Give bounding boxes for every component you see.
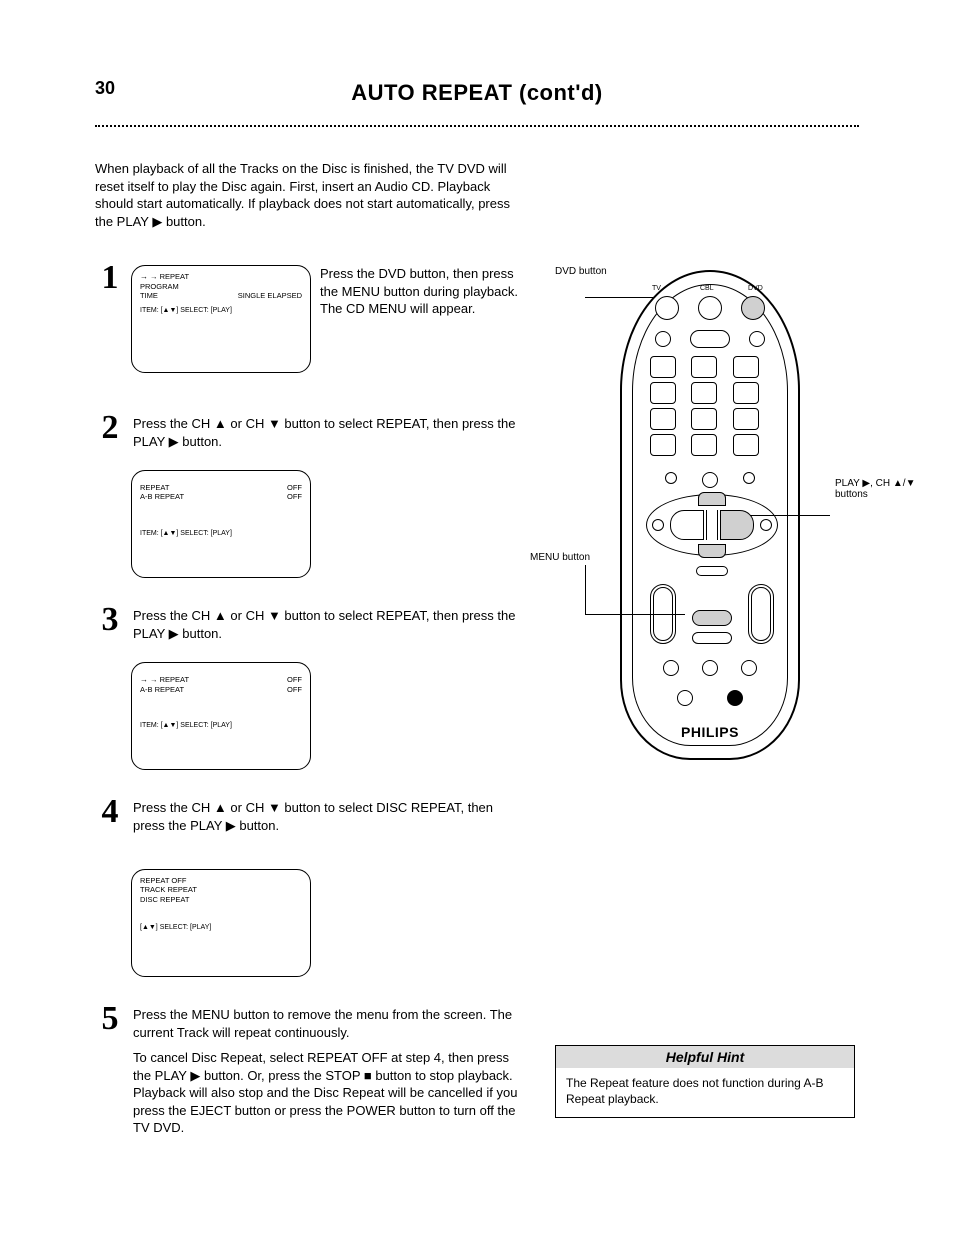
rew-icon[interactable] [665,472,677,484]
pointer-label-menu: MENU button [530,552,610,563]
screen-3: → REPEATOFF A-B REPEATOFF ITEM: [▲▼] SEL… [131,662,311,770]
hint-title: Helpful Hint [556,1046,854,1068]
left-nav-button[interactable] [670,510,704,540]
bottom-row-1 [622,660,798,676]
num-1[interactable] [650,356,676,378]
num-5[interactable] [691,382,717,404]
step-text: Press the MENU button to remove the menu… [133,1006,525,1137]
ff-icon[interactable] [743,472,755,484]
page-title: AUTO REPEAT (cont'd) [351,80,603,105]
step-text: Press the CH ▲ or CH ▼ button to select … [133,607,525,642]
nav-center [706,510,718,540]
pointer-line-elbow [585,565,685,615]
step-number: 1 [95,259,125,297]
pointer-line [750,515,830,516]
remote-btn[interactable] [741,660,757,676]
num-6[interactable] [733,382,759,404]
step-3: 3 Press the CH ▲ or CH ▼ button to selec… [95,607,525,777]
page-header: AUTO REPEAT (cont'd) [95,80,859,106]
remote-power-row [622,330,798,348]
num-4[interactable] [650,382,676,404]
screen-1: → REPEAT PROGRAM TIMESINGLE ELAPSED ITEM… [131,265,311,373]
remote-illustration: DVD button TV CBL DVD [590,270,830,770]
step-number: 5 [95,1000,125,1038]
step-2: 2 Press the CH ▲ or CH ▼ button to selec… [95,415,525,585]
hint-body: The Repeat feature does not function dur… [556,1068,854,1117]
brand-logo: PHILIPS [622,724,798,740]
skip-fwd-icon[interactable] [760,519,772,531]
remote-btn[interactable] [663,660,679,676]
screen-4: REPEAT OFF TRACK REPEAT DISC REPEAT [▲▼]… [131,869,311,977]
step-text: Press the CH ▲ or CH ▼ button to select … [133,799,525,834]
play-button[interactable] [720,510,754,540]
tv-button[interactable] [655,296,679,320]
cbl-button[interactable] [698,296,722,320]
remote-bar-2[interactable] [692,632,732,644]
step-number: 3 [95,601,125,639]
num-7[interactable] [650,408,676,430]
pointer-label-dvd: DVD button [555,266,635,277]
num-extra2[interactable] [733,434,759,456]
remote-btn[interactable] [702,660,718,676]
step-number: 4 [95,793,125,831]
step-number: 2 [95,409,125,447]
num-extra[interactable] [650,434,676,456]
ch-rocker[interactable] [748,584,774,644]
number-pad [650,356,770,456]
remote-btn[interactable] [655,331,671,347]
num-3[interactable] [733,356,759,378]
play-pause-btn[interactable] [702,472,718,488]
intro-paragraph: When playback of all the Tracks on the D… [95,160,515,230]
screen-2: REPEATOFF A-B REPEATOFF ITEM: [▲▼] SELEC… [131,470,311,578]
remote-top-row [622,296,798,320]
remote-bar[interactable] [696,566,728,576]
step-text: Press the CH ▲ or CH ▼ button to select … [133,415,525,450]
step-5: 5 Press the MENU button to remove the me… [95,1006,525,1156]
eject-button[interactable] [677,690,693,706]
menu-button[interactable] [692,610,732,626]
skip-back-icon[interactable] [652,519,664,531]
num-8[interactable] [691,408,717,430]
remote-btn[interactable] [749,331,765,347]
remote-btn-solid[interactable] [727,690,743,706]
bottom-row-2 [622,690,798,706]
steps-column: 1 Press the DVD button, then press the M… [95,265,525,1178]
step-text: Press the DVD button, then press the MEN… [320,265,525,318]
pointer-label-play: PLAY ▶, CH ▲/▼ buttons [835,478,930,500]
step-4: 4 Press the CH ▲ or CH ▼ button to selec… [95,799,525,984]
dvd-button[interactable] [741,296,765,320]
num-0[interactable] [691,434,717,456]
ch-up-button[interactable] [698,492,726,506]
header-rule [95,125,859,127]
num-2[interactable] [691,356,717,378]
num-9[interactable] [733,408,759,430]
ch-down-button[interactable] [698,544,726,558]
helpful-hint-box: Helpful Hint The Repeat feature does not… [555,1045,855,1118]
transport-mini-row [622,472,798,488]
power-button[interactable] [690,330,730,348]
